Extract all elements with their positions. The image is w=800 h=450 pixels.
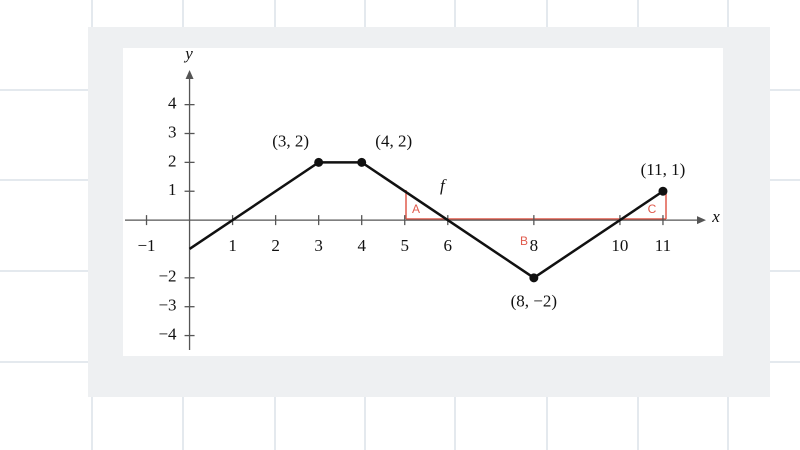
x-tick-label: 4 — [357, 236, 366, 255]
point — [658, 186, 668, 196]
x-tick-label: 10 — [611, 236, 628, 255]
x-tick-label: 5 — [400, 236, 409, 255]
y-tick-label: 4 — [168, 94, 177, 113]
y-tick-label: 1 — [168, 180, 177, 199]
x-tick-label: 2 — [271, 236, 280, 255]
point — [314, 157, 324, 167]
point — [357, 157, 367, 167]
y-tick-label: −3 — [158, 296, 176, 315]
x-tick-label: 1 — [228, 236, 237, 255]
x-axis-arrow — [697, 216, 706, 225]
plot: A B C f x y −1 1 2 3 4 5 6 8 10 11 4 3 2 1 −2 −3 −4 (3, 2… — [125, 44, 720, 350]
y-tick-label: 3 — [168, 122, 177, 141]
region-label: B — [520, 234, 528, 248]
y-tick-label: −4 — [158, 324, 177, 343]
function-label: f — [440, 176, 447, 195]
x-tick-label: 3 — [314, 236, 323, 255]
y-axis-arrow — [185, 70, 194, 79]
point-label: (8, −2) — [511, 292, 557, 311]
point-label: (3, 2) — [272, 131, 309, 150]
region-label: C — [648, 202, 657, 216]
y-tick-label: −2 — [158, 267, 176, 286]
x-tick-label: 11 — [655, 236, 671, 255]
point-label: (11, 1) — [641, 160, 686, 179]
x-tick-label: −1 — [137, 236, 155, 255]
y-axis-title: y — [183, 44, 193, 63]
y-tick-label: 2 — [168, 151, 177, 170]
region-label: A — [412, 202, 420, 216]
x-tick-label: 6 — [444, 236, 453, 255]
point — [529, 273, 539, 283]
point-label: (4, 2) — [375, 131, 412, 150]
x-tick-label: 8 — [530, 236, 539, 255]
x-axis-title: x — [711, 207, 720, 226]
